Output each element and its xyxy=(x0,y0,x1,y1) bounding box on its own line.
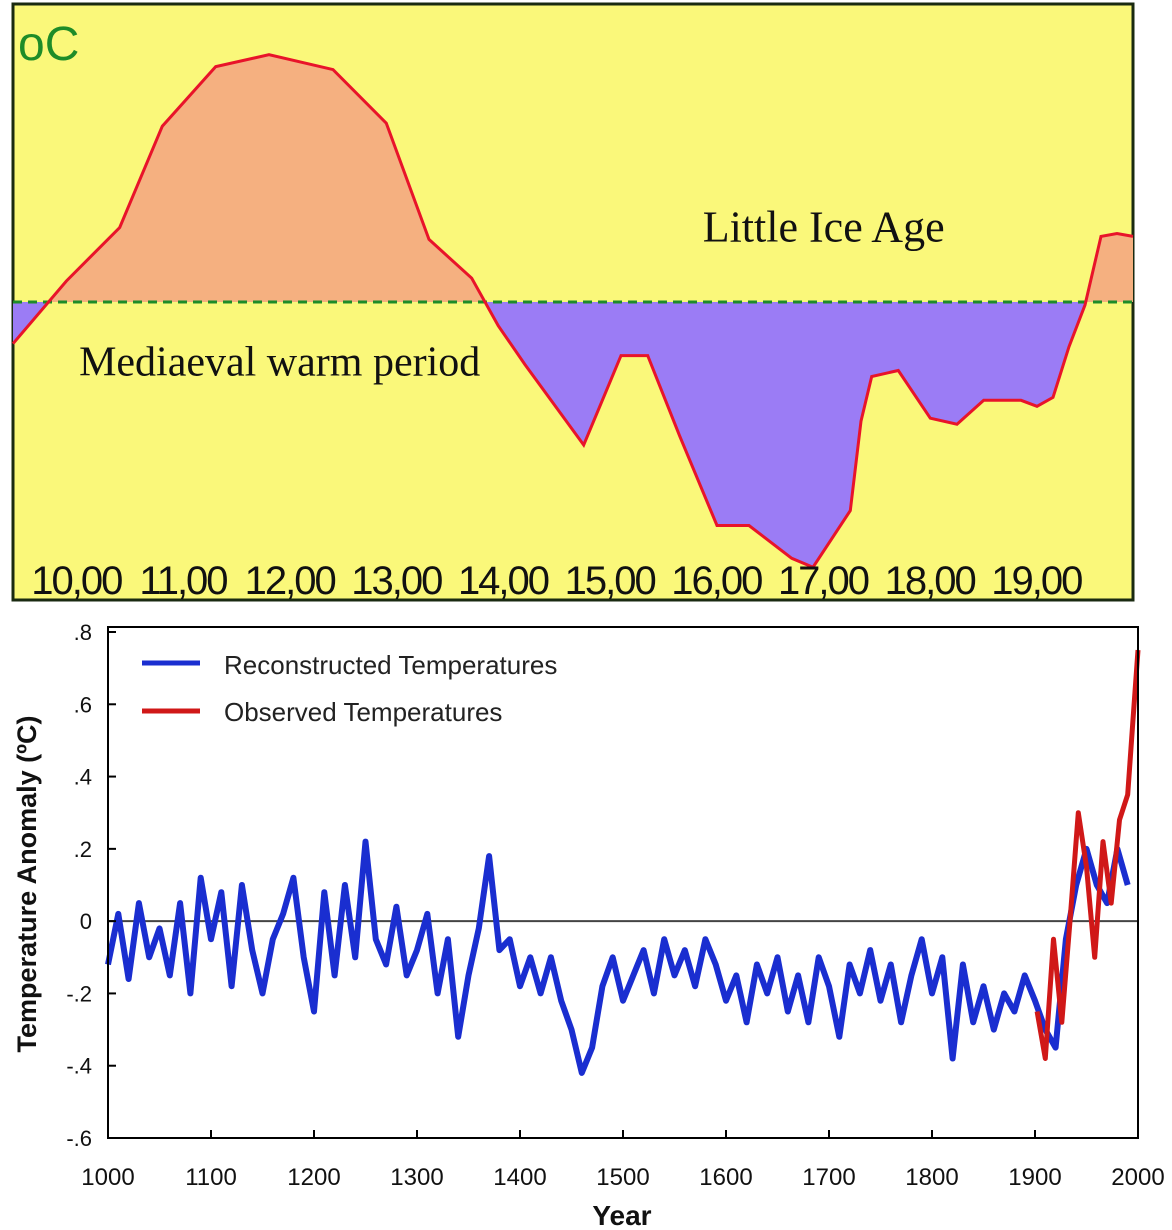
anomaly-plot-area xyxy=(108,627,1138,1138)
x-tick-label-11,00: 11,00 xyxy=(139,559,227,603)
x-tick-label: 1600 xyxy=(699,1164,752,1191)
x-tick-label: 1000 xyxy=(81,1164,134,1191)
cold-period-fill xyxy=(13,302,1133,568)
legend-label-observed: Observed Temperatures xyxy=(224,697,502,727)
legend-label-reconstructed: Reconstructed Temperatures xyxy=(224,650,557,680)
x-tick-labels: 10,00 11,00 12,00 13,00 14,00 15,00 16,00 17,00… xyxy=(31,559,1084,603)
y-tick-label: .4 xyxy=(74,765,92,790)
legend: Reconstructed Temperatures Observed Temp… xyxy=(142,650,557,727)
x-axis-label: Year xyxy=(592,1200,651,1230)
y-tick-label: -.2 xyxy=(66,981,92,1006)
y-tick-label: .8 xyxy=(74,620,92,645)
anomaly-chart: .8.6.4.20-.2-.4-.6 1000 1100 1200 1300 1400 1… xyxy=(12,620,1165,1230)
x-tick-label-13,00: 13,00 xyxy=(351,559,442,603)
y-tick-label: .6 xyxy=(74,692,92,717)
y-ticks: .8 .6 .4 .2 0 -.2 -.4 -.6 xyxy=(66,620,116,1151)
annotation-little-ice-age: Little Ice Age xyxy=(703,203,945,252)
temperature-curve xyxy=(11,53,1134,570)
x-tick-label: 1500 xyxy=(596,1164,649,1191)
x-ticks: 1000 1100 1200 1300 1400 1500 1600 1700 1800 1900… xyxy=(81,1130,1165,1191)
x-tick-label-18,00: 18,00 xyxy=(885,559,976,603)
x-tick-label: 1800 xyxy=(905,1164,958,1191)
x-tick-label-19,00: 19,00 xyxy=(991,559,1082,603)
y-tick-label: -.4 xyxy=(66,1054,92,1079)
x-tick-label: 1100 xyxy=(185,1164,237,1191)
x-tick-label-16,00: 16,00 xyxy=(671,559,762,603)
annotation-mediaeval-warm-period: Mediaeval warm period xyxy=(79,340,480,386)
x-tick-label-17,00: 17,00 xyxy=(778,559,869,603)
x-tick-label: 1700 xyxy=(802,1164,855,1191)
x-tick-label-15,00: 15,00 xyxy=(565,559,656,603)
warm-period-fill xyxy=(13,54,1133,302)
series-reconstructed-temperatures xyxy=(105,838,1131,1076)
y-tick-label: -.6 xyxy=(66,1126,92,1151)
y-axis-label: Temperature Anomaly (ºC) xyxy=(12,716,42,1053)
y-tick-label: .2 xyxy=(74,837,92,862)
x-tick-label-10,00: 10,00 xyxy=(31,559,122,603)
mediaeval-chart: 10,00 11,00 12,00 13,00 14,00 15,00 16,00 17,00… xyxy=(11,2,1135,603)
x-tick-label-12,00: 12,00 xyxy=(245,559,336,603)
y-tick-label: 0 xyxy=(80,909,92,934)
x-tick-label: 1300 xyxy=(390,1164,443,1191)
x-tick-label: 2000 xyxy=(1111,1164,1164,1191)
x-tick-label: 1400 xyxy=(493,1164,546,1191)
x-tick-label: 1900 xyxy=(1008,1164,1061,1191)
series-observed-temperatures xyxy=(1034,649,1141,1061)
x-tick-label-14,00: 14,00 xyxy=(458,559,549,603)
x-tick-label: 1200 xyxy=(287,1164,340,1191)
unit-label: oC xyxy=(18,18,79,71)
